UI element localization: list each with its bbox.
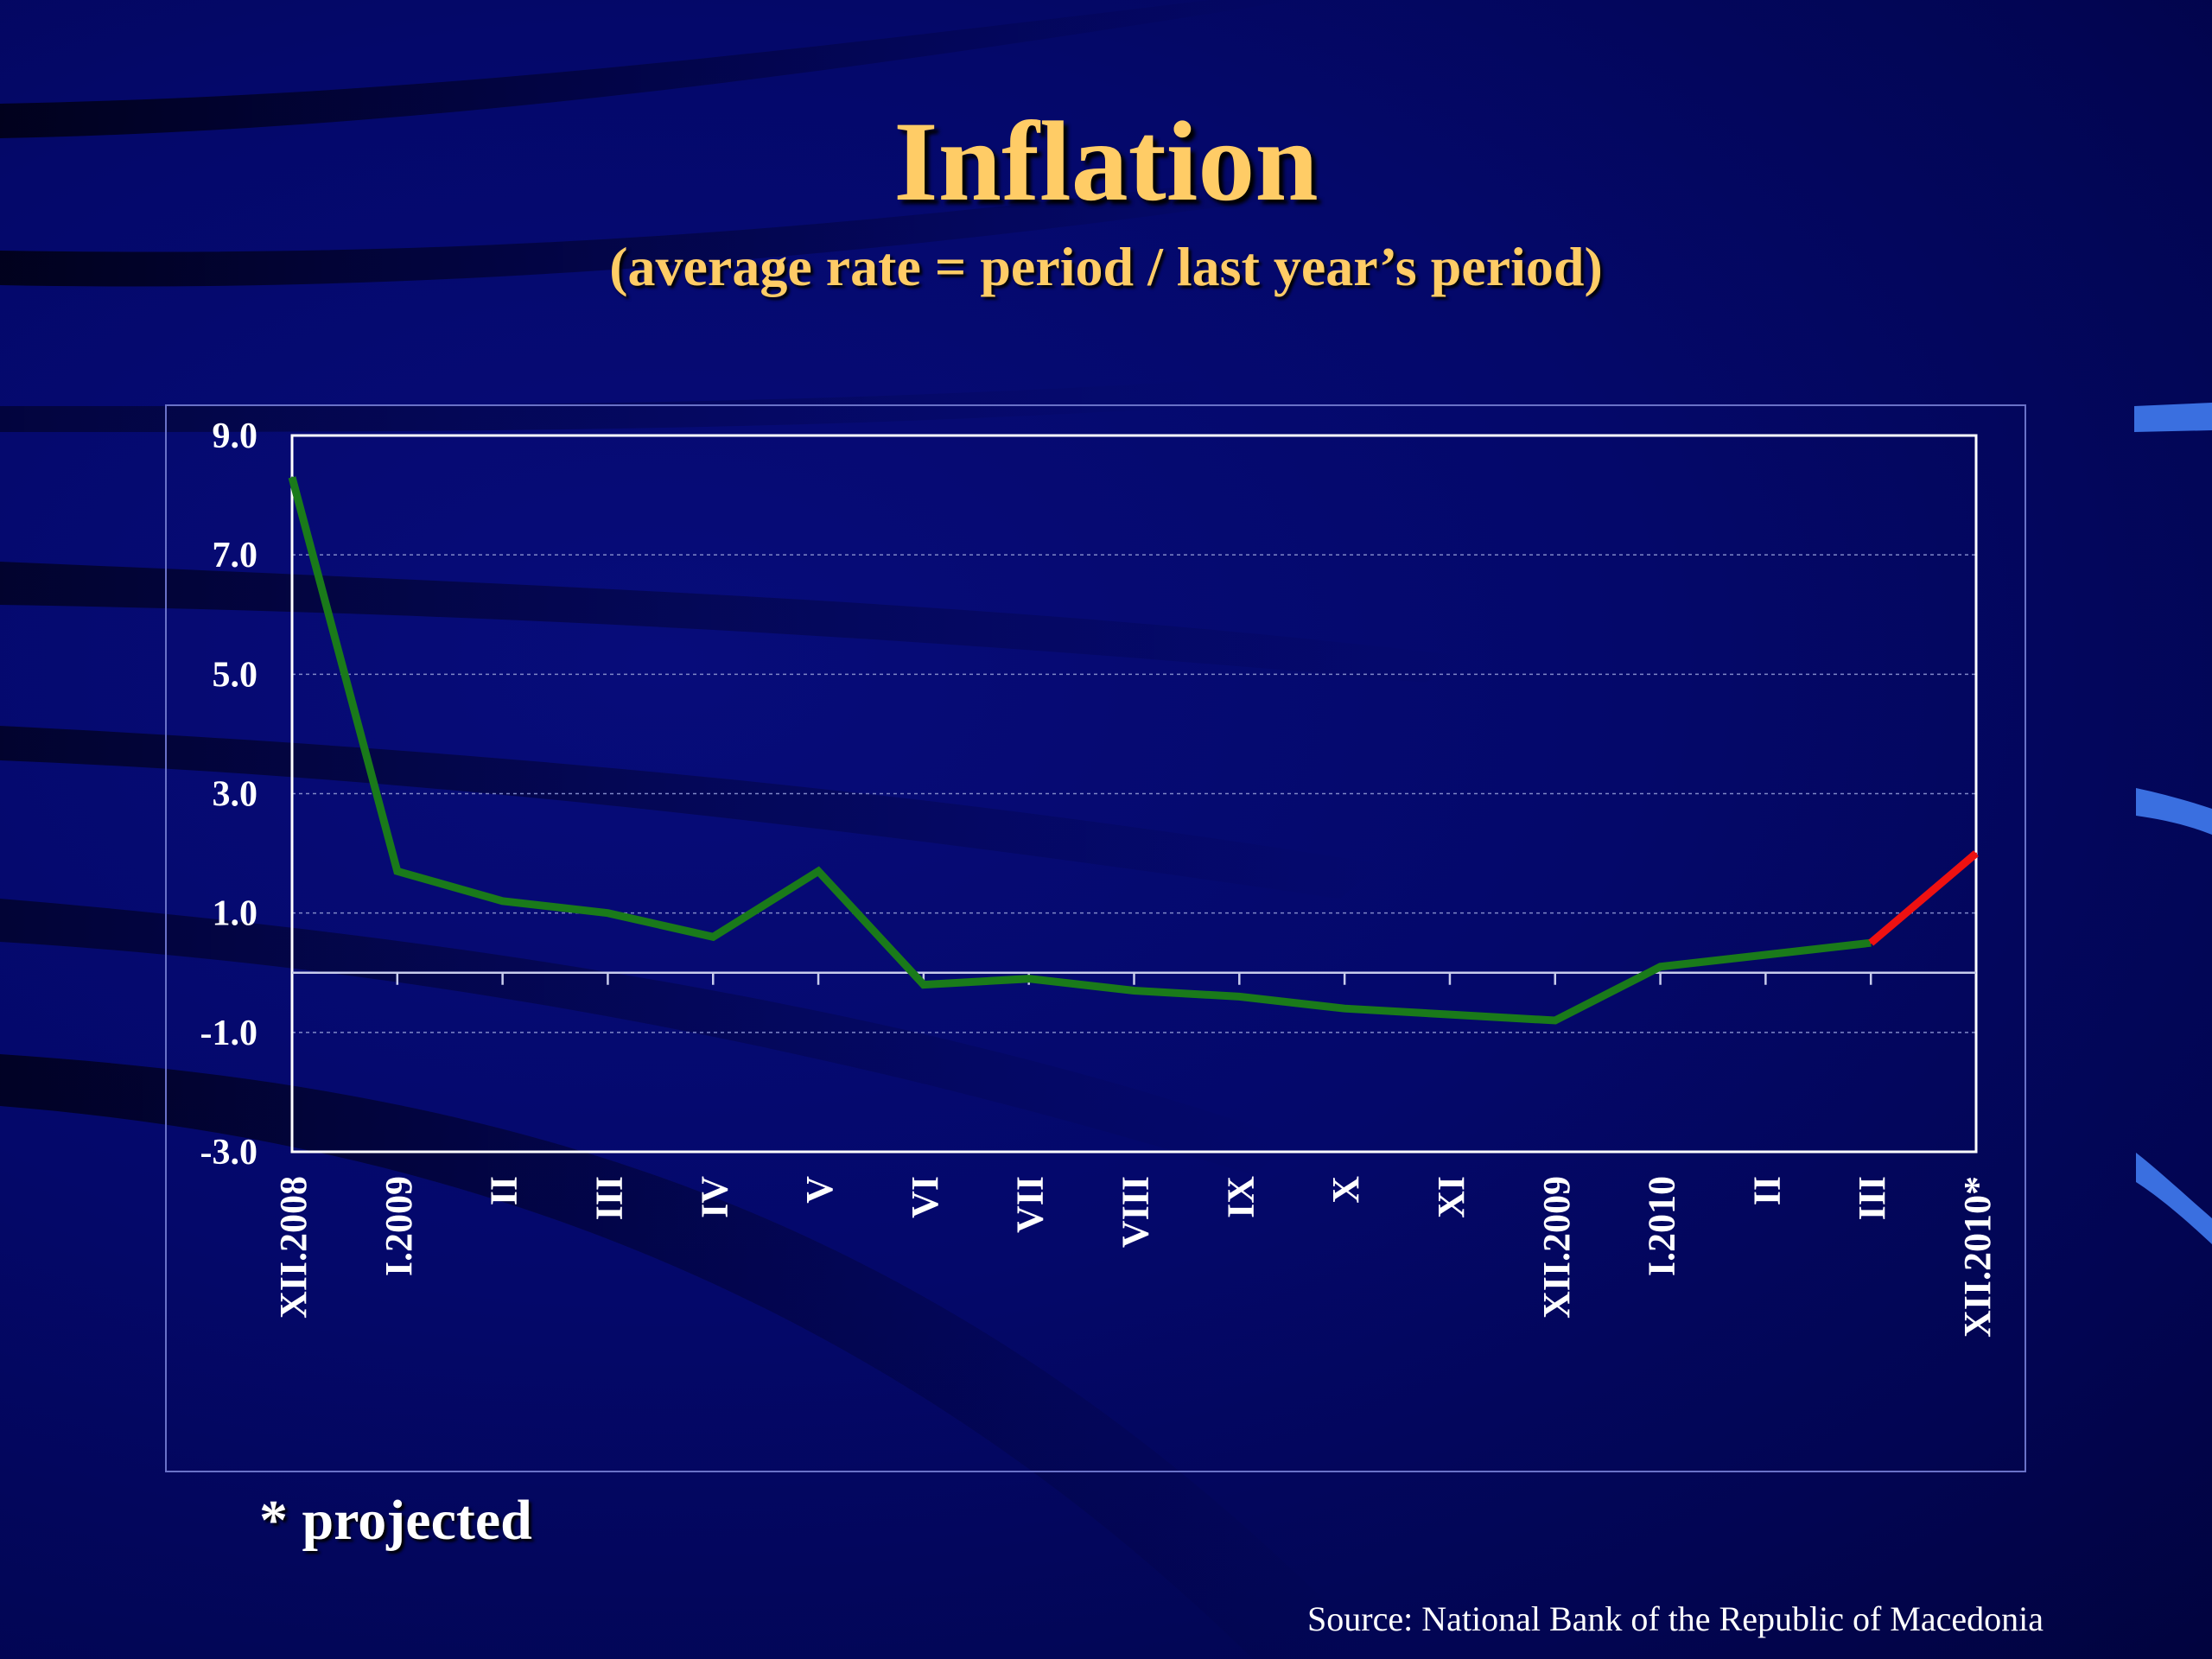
zero-axis [292,971,1976,985]
x-tick-label: III [588,1176,630,1220]
x-tick-label: X [1325,1176,1367,1204]
x-tick-label: XII.2008 [272,1176,315,1319]
data-point [817,870,820,873]
x-tick-label: I.2010 [1641,1176,1683,1276]
x-tick-label: VIII [1115,1176,1157,1248]
y-tick-label: 9.0 [213,416,258,456]
x-tick-label: IX [1219,1176,1262,1218]
x-tick-label: II [1745,1176,1788,1205]
data-point [1975,852,1977,855]
x-tick-label: III [1851,1176,1893,1220]
data-point [291,476,293,479]
series-line-projected [1868,850,1979,946]
series-line-actual [288,476,1872,1025]
x-tick-label: VII [1009,1176,1052,1233]
data-point [922,983,925,986]
data-point [1554,1020,1556,1022]
y-tick-label: 3.0 [213,775,258,815]
chart-frame [165,404,2026,1472]
data-point [1133,989,1135,992]
y-tick-label: 7.0 [213,536,258,575]
source-note: Source: National Bank of the Republic of… [1307,1599,2044,1638]
slide-subtitle: (average rate = period / last year’s per… [609,236,1603,297]
y-tick-label: 5.0 [213,655,258,695]
data-point [1870,942,1872,944]
y-axis-ticks: 9.0 7.0 5.0 3.0 1.0 -1.0 -3.0 [200,416,258,1173]
x-tick-label: XII.2010* [1956,1176,1999,1338]
x-tick-label: I.2009 [378,1176,420,1276]
data-point [1659,965,1662,968]
data-point [501,899,504,902]
data-point [1344,1007,1346,1010]
grid-lines [292,554,1976,1033]
plot-area-border [290,434,1978,1154]
data-point [607,912,609,914]
data-point [1238,995,1241,998]
data-point [712,936,715,938]
data-point [1764,954,1767,957]
data-point [396,870,398,873]
y-tick-label: -3.0 [200,1133,258,1173]
x-tick-label: XII.2009 [1535,1176,1578,1319]
y-tick-label: 1.0 [213,894,258,934]
projected-footnote: * projected [259,1489,532,1552]
data-point [1448,1014,1451,1016]
x-tick-label: II [483,1176,525,1205]
x-tick-label: VI [904,1176,946,1218]
series-lines [288,476,1979,1025]
x-tick-label: V [798,1176,841,1204]
y-tick-label: -1.0 [200,1014,258,1053]
slide-title: Inflation [893,98,1319,225]
x-tick-label: IV [693,1176,735,1218]
data-point [1027,977,1030,980]
x-tick-label: XI [1430,1176,1472,1218]
x-axis-ticks: XII.2008 I.2009 II III IV V VI VII VIII IX X XI XII.… [272,1176,1999,1338]
